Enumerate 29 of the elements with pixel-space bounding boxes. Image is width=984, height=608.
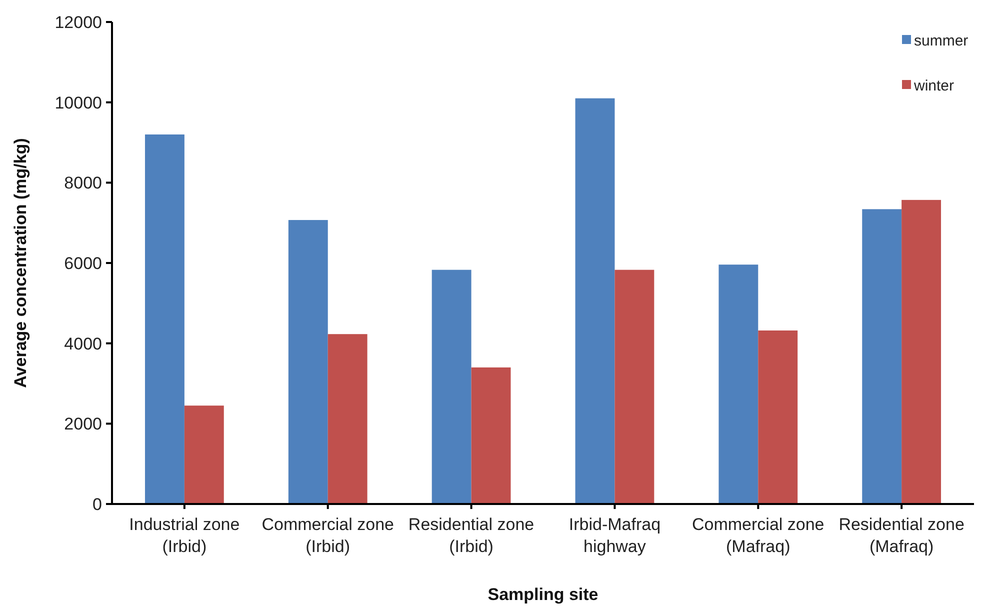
legend-label: summer (914, 32, 968, 50)
bar (328, 334, 368, 504)
bar (184, 406, 224, 504)
y-tick-label: 2000 (64, 414, 102, 434)
y-tick-label: 0 (92, 494, 102, 514)
bar (144, 134, 184, 504)
y-tick-label: 8000 (64, 174, 102, 193)
bar (902, 200, 942, 504)
legend-label: winter (913, 77, 954, 94)
y-tick-label: 10000 (54, 93, 102, 112)
bar (432, 270, 472, 504)
bar (758, 330, 798, 504)
y-tick-label: 6000 (64, 254, 102, 273)
y-axis-title: Average concentration (mg/kg) (11, 138, 30, 388)
bar (471, 367, 511, 504)
y-tick-label: 4000 (64, 334, 102, 354)
bar (862, 209, 902, 504)
x-tick-label: Residential zone (Irbid) (408, 515, 534, 556)
bar (288, 220, 328, 504)
bar (575, 98, 615, 504)
y-tick-label: 12000 (54, 12, 102, 32)
x-tick-label: Industrial zone (Irbid) (129, 515, 240, 556)
x-tick-label: Commercial zone (Mafraq) (692, 515, 824, 556)
bar (718, 264, 758, 504)
x-tick-label: Residential zone (Mafraq) (838, 515, 964, 556)
x-axis-title: Sampling site (488, 585, 598, 604)
x-tick-label: Commercial zone (Irbid) (262, 515, 394, 556)
x-tick-label: Irbid-Mafraq highway (568, 515, 661, 556)
bar (614, 270, 654, 504)
